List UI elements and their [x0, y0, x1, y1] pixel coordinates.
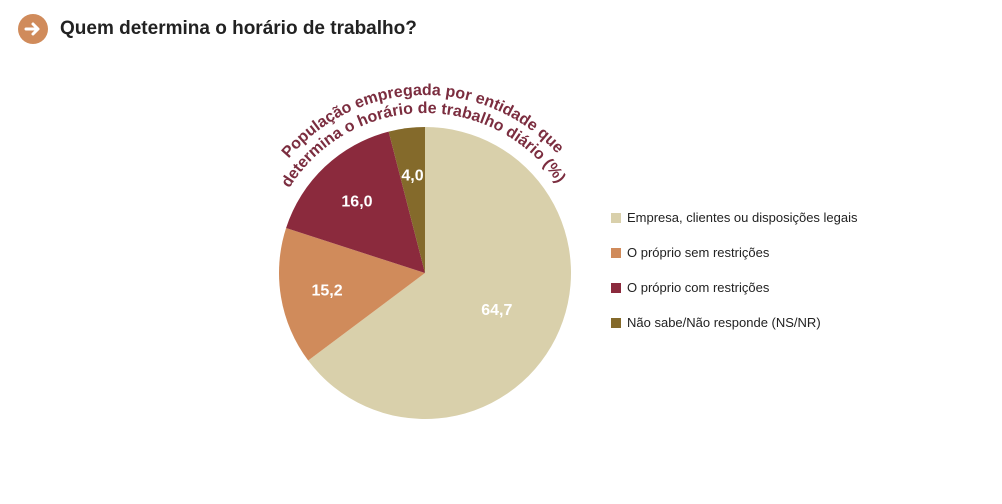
- data-label: 4,0: [401, 168, 423, 185]
- legend-label: O próprio com restrições: [627, 280, 770, 295]
- pie-slice: [308, 127, 571, 419]
- legend-item: O próprio sem restrições: [611, 235, 858, 270]
- data-label: 16,0: [341, 194, 372, 211]
- header: Quem determina o horário de trabalho?: [18, 14, 417, 44]
- pie-slice: [286, 131, 425, 273]
- legend-item: O próprio com restrições: [611, 270, 858, 305]
- arrow-right-circle-icon: [18, 14, 48, 44]
- page-title: Quem determina o horário de trabalho?: [60, 18, 417, 39]
- legend-swatch: [611, 212, 621, 223]
- legend-swatch: [611, 317, 621, 328]
- legend-swatch: [611, 247, 621, 258]
- legend-swatch: [611, 282, 621, 293]
- legend-label: Empresa, clientes ou disposições legais: [627, 210, 858, 225]
- data-label: 64,7: [481, 302, 512, 319]
- legend-item: Não sabe/Não responde (NS/NR): [611, 305, 858, 340]
- legend-label: Não sabe/Não responde (NS/NR): [627, 315, 821, 330]
- data-label: 15,2: [311, 282, 342, 299]
- legend-label: O próprio sem restrições: [627, 245, 770, 260]
- legend-item: Empresa, clientes ou disposições legais: [611, 200, 858, 235]
- pie-slice: [388, 127, 425, 273]
- chart-legend: Empresa, clientes ou disposições legais O…: [611, 200, 858, 340]
- pie-slice: [278, 228, 425, 361]
